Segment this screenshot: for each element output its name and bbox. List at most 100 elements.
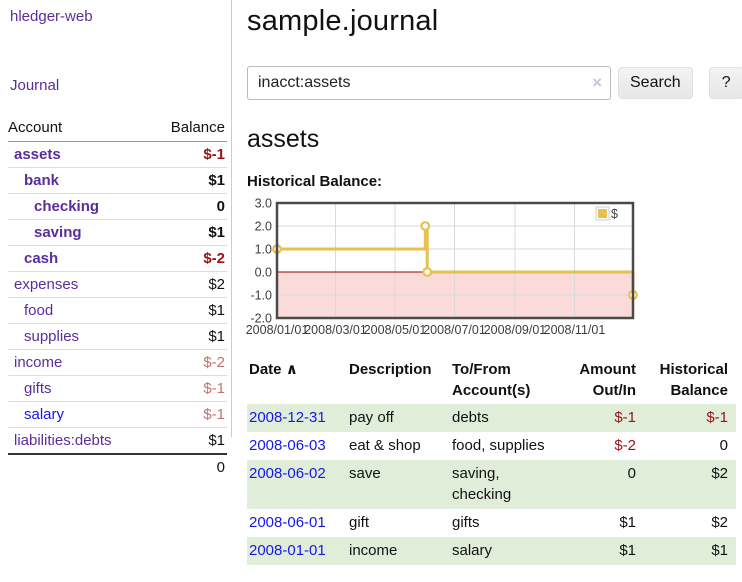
amount-cell: 0 <box>627 465 636 482</box>
account-row: cash $-2 <box>8 245 227 272</box>
date-link[interactable]: 2008-12-31 <box>249 409 326 426</box>
page-title: sample.journal <box>247 5 439 37</box>
date-link[interactable]: 2008-06-02 <box>249 465 326 482</box>
account-row: income $-2 <box>8 349 227 376</box>
y-tick-label: -2.0 <box>250 312 272 326</box>
account-row: checking 0 <box>8 193 227 220</box>
account-heading: assets <box>247 125 320 153</box>
x-tick-label: 2008/11/01 <box>544 323 606 337</box>
help-button[interactable]: ? <box>708 67 742 99</box>
date-link[interactable]: 2008-06-01 <box>249 514 326 531</box>
x-tick-label: 2008/09/01 <box>484 323 547 337</box>
y-tick-label: 2.0 <box>255 220 272 234</box>
y-tick-label: -1.0 <box>250 289 272 303</box>
y-tick-label: 3.0 <box>255 197 272 211</box>
account-row: salary $-1 <box>8 401 227 428</box>
journal-link[interactable]: Journal <box>10 77 60 94</box>
account-link[interactable]: checking <box>34 198 100 215</box>
account-balance: $1 <box>157 427 227 454</box>
amount-cell: $-1 <box>614 409 636 426</box>
y-tick-label: 0.0 <box>255 266 272 280</box>
description-cell: gift <box>349 514 370 531</box>
accounts-total-row: 0 <box>8 453 227 480</box>
search-row: × Search ? <box>247 66 742 100</box>
column-header-date[interactable]: Date ∧ <box>249 361 298 378</box>
legend-label: $ <box>611 207 618 221</box>
account-link[interactable]: income <box>14 354 63 371</box>
x-tick-label: 2008/03/01 <box>304 323 367 337</box>
register-row: 2008-01-01 income salary $1 $1 <box>247 537 736 565</box>
column-header-amount: Amount Out/In <box>579 361 636 399</box>
account-link[interactable]: gifts <box>24 380 52 397</box>
search-box: × <box>247 66 611 100</box>
register-row: 2008-06-03 eat & shop food, supplies $-2 0 <box>247 432 736 460</box>
account-row: saving $1 <box>8 219 227 246</box>
account-link[interactable]: saving <box>34 224 82 241</box>
plot-border <box>275 201 635 320</box>
register-body: 2008-12-31 pay off debts $-1 $-1 2008-06-03 ea… <box>247 404 736 565</box>
description-cell: pay off <box>349 409 394 426</box>
date-link[interactable]: 2008-06-03 <box>249 437 326 454</box>
account-column-header: Account <box>8 116 157 142</box>
balance-cell: $2 <box>711 465 728 482</box>
chart-container: $3.0 2.0 1.0 0.0 -1.0 -2.0 2008/01/01 2008/03/0… <box>243 197 742 343</box>
date-link[interactable]: 2008-01-01 <box>249 542 326 559</box>
account-link[interactable]: bank <box>24 172 60 189</box>
x-tick-label: 2008/05/01 <box>364 323 427 337</box>
account-balance: $1 <box>157 167 227 194</box>
account-link[interactable]: cash <box>24 250 59 267</box>
y-tick-label: 1.0 <box>255 243 272 257</box>
account-link[interactable]: supplies <box>24 328 80 345</box>
account-balance: $-2 <box>157 245 227 272</box>
account-balance: $2 <box>157 271 227 298</box>
account-row: food $1 <box>8 297 227 324</box>
accounts-table: Account Balance assets $-1 bank $1 checking 0… <box>8 116 227 480</box>
account-balance: 0 <box>157 193 227 220</box>
accounts-cell: debts <box>452 409 489 426</box>
register-table: Date ∧ Description To/From Account(s) Am… <box>247 356 736 565</box>
account-row: supplies $1 <box>8 323 227 350</box>
historical-balance-chart: $3.0 2.0 1.0 0.0 -1.0 -2.02008/01/012008/03/0… <box>246 197 638 337</box>
account-balance: $1 <box>157 323 227 350</box>
description-cell: eat & shop <box>349 437 421 454</box>
main-panel: sample.journal × Search ? assets Histori… <box>232 0 742 582</box>
column-header-balance: Historical Balance <box>659 361 728 399</box>
amount-cell: $-2 <box>614 437 636 454</box>
search-input[interactable] <box>247 66 611 100</box>
balance-column-header: Balance <box>157 116 227 142</box>
register-row: 2008-12-31 pay off debts $-1 $-1 <box>247 404 736 432</box>
account-balance: $1 <box>157 219 227 246</box>
amount-cell: $1 <box>619 542 636 559</box>
account-balance: $-1 <box>203 146 225 163</box>
register-row: 2008-06-02 save saving, checking 0 $2 <box>247 460 736 509</box>
accounts-body: assets $-1 bank $1 checking 0 saving $1 cash $-2 e… <box>8 142 227 454</box>
amount-cell: $1 <box>619 514 636 531</box>
register-row: 2008-06-01 gift gifts $1 $2 <box>247 509 736 537</box>
x-tick-label: 2008/01/01 <box>246 323 309 337</box>
search-button[interactable]: Search <box>618 67 693 99</box>
x-tick-label: 2008/07/01 <box>423 323 486 337</box>
balance-cell: $2 <box>711 514 728 531</box>
legend-swatch <box>598 209 607 218</box>
column-header-description: Description <box>349 361 432 378</box>
accounts-cell: saving, checking <box>452 465 512 503</box>
balance-cell: $-1 <box>706 409 728 426</box>
account-link[interactable]: assets <box>14 146 61 163</box>
account-balance: $-1 <box>157 375 227 402</box>
account-balance: $-1 <box>157 401 227 428</box>
account-link[interactable]: salary <box>24 406 65 423</box>
description-cell: save <box>349 465 381 482</box>
account-link[interactable]: food <box>24 302 54 319</box>
account-row: bank $1 <box>8 167 227 194</box>
sidebar: hledger-web Journal Account Balance asse… <box>0 0 232 582</box>
accounts-total: 0 <box>157 453 227 480</box>
account-row: expenses $2 <box>8 271 227 298</box>
account-link[interactable]: expenses <box>14 276 79 293</box>
balance-cell: 0 <box>719 437 728 454</box>
account-link[interactable]: liabilities:debts <box>14 432 112 449</box>
accounts-cell: salary <box>452 542 493 559</box>
accounts-cell: food, supplies <box>452 437 545 454</box>
clear-search-icon[interactable]: × <box>592 73 602 92</box>
brand-link[interactable]: hledger-web <box>10 8 93 25</box>
